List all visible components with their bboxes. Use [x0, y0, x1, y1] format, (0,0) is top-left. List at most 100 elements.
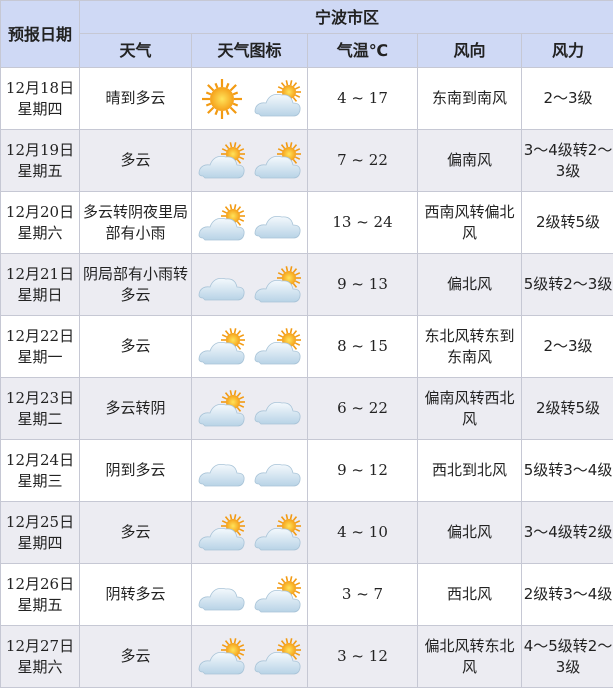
date: 12月24日: [1, 450, 79, 471]
date: 12月27日: [1, 636, 79, 657]
date-cell: 12月24日星期三: [1, 440, 80, 502]
weather-cell: 多云: [80, 502, 192, 564]
weekday: 星期六: [1, 657, 79, 678]
cloud-icon: [253, 202, 303, 244]
wind-dir-cell: 偏南风: [418, 130, 522, 192]
weekday: 星期二: [1, 409, 79, 430]
partly-cloudy-icon: [253, 326, 303, 368]
date-cell: 12月21日星期日: [1, 254, 80, 316]
wind-force-cell: 4～5级转2～3级: [522, 626, 613, 688]
partly-cloudy-icon: [197, 140, 247, 182]
date-cell: 12月27日星期六: [1, 626, 80, 688]
wind-force-cell: 2级转3～4级: [522, 564, 613, 626]
table-row: 12月22日星期一 多云 8 ~ 15 东北风转东到东南风 2～3级: [1, 316, 613, 378]
weekday: 星期六: [1, 223, 79, 244]
date-cell: 12月19日星期五: [1, 130, 80, 192]
date: 12月18日: [1, 78, 79, 99]
table-row: 12月19日星期五 多云 7 ~ 22 偏南风 3～4级转2～3级: [1, 130, 613, 192]
wind-force-cell: 5级转2～3级: [522, 254, 613, 316]
table-row: 12月24日星期三 阴到多云 9 ~ 12 西北到北风 5级转3～4级: [1, 440, 613, 502]
wind-dir-cell: 东北风转东到东南风: [418, 316, 522, 378]
partly-cloudy-icon: [253, 512, 303, 554]
weather-cell: 阴转多云: [80, 564, 192, 626]
icon-cell: [192, 378, 308, 440]
partly-cloudy-icon: [197, 388, 247, 430]
icon-cell: [192, 626, 308, 688]
wind-force-column-header: 风力: [522, 34, 613, 68]
wind-force-cell: 3～4级转2～3级: [522, 130, 613, 192]
wind-force-cell: 2～3级: [522, 316, 613, 378]
table-row: 12月27日星期六 多云 3 ~ 12 偏北风转东北风 4～5级转2～3级: [1, 626, 613, 688]
icon-cell: [192, 192, 308, 254]
wind-force-cell: 2～3级: [522, 68, 613, 130]
weather-cell: 阴到多云: [80, 440, 192, 502]
weather-cell: 多云转阴: [80, 378, 192, 440]
table-row: 12月26日星期五 阴转多云 3 ~ 7 西北风 2级转3～4级: [1, 564, 613, 626]
temp-cell: 13 ~ 24: [308, 192, 418, 254]
date-cell: 12月20日星期六: [1, 192, 80, 254]
icon-cell: [192, 316, 308, 378]
wind-force-cell: 2级转5级: [522, 192, 613, 254]
wind-force-cell: 3～4级转2级: [522, 502, 613, 564]
weather-column-header: 天气: [80, 34, 192, 68]
weekday: 星期一: [1, 347, 79, 368]
weekday: 星期三: [1, 471, 79, 492]
icon-cell: [192, 68, 308, 130]
date-cell: 12月25日星期四: [1, 502, 80, 564]
date-cell: 12月23日星期二: [1, 378, 80, 440]
weekday: 星期五: [1, 595, 79, 616]
date: 12月20日: [1, 202, 79, 223]
icon-column-header: 天气图标: [192, 34, 308, 68]
temp-cell: 9 ~ 13: [308, 254, 418, 316]
table-row: 12月25日星期四 多云 4 ~ 10 偏北风 3～4级转2级: [1, 502, 613, 564]
weekday: 星期四: [1, 533, 79, 554]
wind-dir-cell: 偏南风转西北风: [418, 378, 522, 440]
date: 12月21日: [1, 264, 79, 285]
wind-dir-cell: 偏北风: [418, 502, 522, 564]
temp-cell: 4 ~ 17: [308, 68, 418, 130]
partly-cloudy-icon: [253, 574, 303, 616]
icon-cell: [192, 130, 308, 192]
date: 12月19日: [1, 140, 79, 161]
date-cell: 12月22日星期一: [1, 316, 80, 378]
temp-cell: 9 ~ 12: [308, 440, 418, 502]
temp-cell: 3 ~ 12: [308, 626, 418, 688]
partly-cloudy-icon: [197, 636, 247, 678]
date: 12月25日: [1, 512, 79, 533]
temp-cell: 6 ~ 22: [308, 378, 418, 440]
weather-cell: 多云: [80, 316, 192, 378]
cloud-icon: [197, 574, 247, 616]
temp-column-header: 气温℃: [308, 34, 418, 68]
weather-cell: 多云转阴夜里局部有小雨: [80, 192, 192, 254]
temp-cell: 7 ~ 22: [308, 130, 418, 192]
table-row: 12月20日星期六 多云转阴夜里局部有小雨 13 ~ 24 西南风转偏北风 2级…: [1, 192, 613, 254]
partly-cloudy-icon: [197, 326, 247, 368]
temp-cell: 3 ~ 7: [308, 564, 418, 626]
table-row: 12月18日星期四 晴到多云 4 ~ 17 东南到南风 2～3级: [1, 68, 613, 130]
date-cell: 12月26日星期五: [1, 564, 80, 626]
date: 12月26日: [1, 574, 79, 595]
weather-cell: 多云: [80, 626, 192, 688]
cloud-icon: [197, 450, 247, 492]
wind-dir-cell: 西北到北风: [418, 440, 522, 502]
table-row: 12月21日星期日 阴局部有小雨转多云 9 ~ 13 偏北风 5级转2～3级: [1, 254, 613, 316]
partly-cloudy-icon: [197, 202, 247, 244]
weather-cell: 晴到多云: [80, 68, 192, 130]
temp-cell: 8 ~ 15: [308, 316, 418, 378]
wind-dir-cell: 偏北风: [418, 254, 522, 316]
table-row: 12月23日星期二 多云转阴 6 ~ 22 偏南风转西北风 2级转5级: [1, 378, 613, 440]
partly-cloudy-icon: [253, 636, 303, 678]
temp-cell: 4 ~ 10: [308, 502, 418, 564]
partly-cloudy-icon: [197, 512, 247, 554]
date-cell: 12月18日星期四: [1, 68, 80, 130]
date: 12月23日: [1, 388, 79, 409]
weather-cell: 阴局部有小雨转多云: [80, 254, 192, 316]
wind-dir-cell: 西南风转偏北风: [418, 192, 522, 254]
icon-cell: [192, 254, 308, 316]
sun-icon: [197, 78, 247, 120]
partly-cloudy-icon: [253, 264, 303, 306]
icon-cell: [192, 440, 308, 502]
region-header: 宁波市区: [80, 1, 613, 34]
icon-cell: [192, 564, 308, 626]
wind-dir-column-header: 风向: [418, 34, 522, 68]
